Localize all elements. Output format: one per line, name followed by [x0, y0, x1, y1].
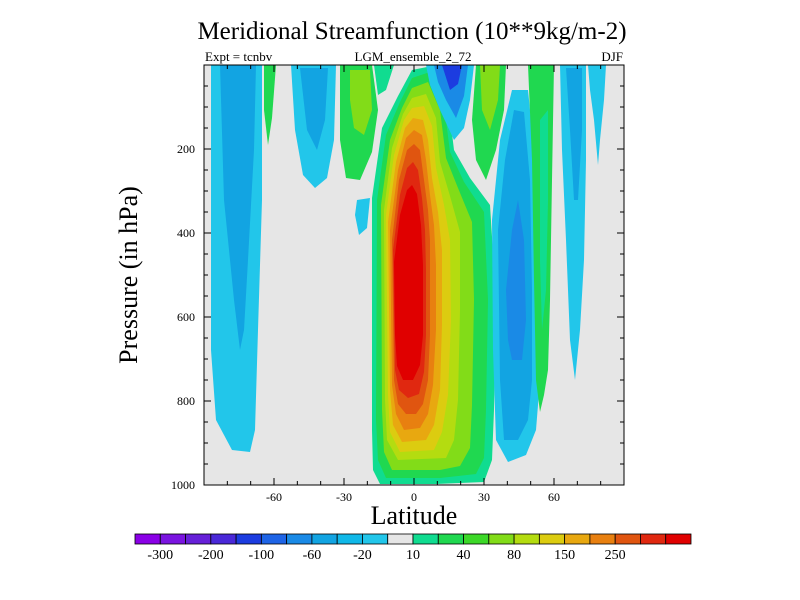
contour-nh-upper-core: [442, 65, 462, 90]
colorbar-label: -60: [303, 548, 322, 563]
y-tick-label: 800: [177, 394, 195, 408]
colorbar-swatch: [134, 533, 161, 545]
season-label: DJF: [601, 49, 623, 64]
colorbar-swatch: [235, 533, 262, 545]
y-axis-label: Pressure (in hPa): [114, 186, 143, 364]
colorbar: -300 -200 -100 -60 -20 10 40 80 150 250: [134, 533, 692, 563]
y-tick-label: 1000: [171, 478, 195, 492]
x-tick-label: -30: [336, 490, 352, 504]
colorbar-label: 150: [554, 548, 575, 563]
contour-sh-mid-inner: [300, 68, 328, 150]
colorbar-swatch: [286, 533, 313, 545]
x-axis-label: Latitude: [371, 501, 458, 530]
x-tick-label: -60: [266, 490, 282, 504]
y-tick-label: 600: [177, 310, 195, 324]
colorbar-label: 80: [507, 548, 521, 563]
colorbar-swatch: [538, 533, 566, 545]
colorbar-swatch: [185, 533, 212, 545]
x-axis: -60 -30 0 30 60: [203, 65, 625, 504]
x-tick-label: 30: [478, 490, 490, 504]
colorbar-swatch: [412, 533, 439, 545]
colorbar-swatch: [362, 533, 389, 545]
colorbar-label: -300: [147, 548, 173, 563]
colorbar-swatch: [463, 533, 490, 545]
colorbar-swatch: [513, 533, 540, 545]
contour-nh-neg-inner: [506, 200, 526, 360]
colorbar-swatch: [311, 533, 338, 545]
x-tick-label: 0: [411, 490, 417, 504]
colorbar-swatch: [589, 533, 616, 545]
contour-upper-left-cyan: [374, 65, 394, 95]
colorbar-label: 40: [457, 548, 471, 563]
contour-nh-green-lobe-core: [480, 65, 500, 130]
y-axis: 200 400 600 800 1000: [171, 64, 624, 492]
contour-sh-green-strip: [264, 65, 276, 145]
colorbar-swatch: [336, 533, 363, 545]
contour-sh-small-cell: [355, 198, 370, 235]
chart-title: Meridional Streamfunction (10**9kg/m-2): [197, 18, 626, 45]
contour-nh-right-inner: [566, 68, 582, 200]
colorbar-swatch: [437, 533, 464, 545]
colorbar-label: 10: [406, 548, 420, 563]
colorbar-swatch: [260, 533, 288, 545]
colorbar-swatch: [159, 533, 186, 545]
experiment-label: Expt = tcnbv: [205, 49, 273, 64]
ensemble-label: LGM_ensemble_2_72: [355, 49, 472, 64]
y-tick-label: 200: [177, 142, 195, 156]
y-tick-label: 400: [177, 226, 195, 240]
colorbar-swatch: [210, 533, 237, 545]
colorbar-swatch: [640, 533, 667, 545]
x-tick-label: 60: [548, 490, 560, 504]
colorbar-label: 250: [605, 548, 626, 563]
contour-nh-right-edge: [588, 65, 606, 165]
colorbar-label: -20: [353, 548, 372, 563]
colorbar-swatch: [488, 533, 515, 545]
colorbar-swatch: [564, 533, 591, 545]
contour-upper-left-lobe-core: [350, 70, 372, 135]
contour-sh-left-inner: [220, 65, 256, 350]
colorbar-swatch: [387, 533, 414, 545]
contour-field: [211, 65, 606, 484]
colorbar-swatch: [614, 533, 641, 545]
contour-nh-pos-band-core: [540, 110, 548, 330]
colorbar-label: -100: [249, 548, 275, 563]
contour-nh-upper-mid: [434, 65, 468, 118]
colorbar-label: -200: [198, 548, 224, 563]
contour-hadley-core: [394, 185, 423, 380]
colorbar-swatch: [665, 533, 692, 545]
